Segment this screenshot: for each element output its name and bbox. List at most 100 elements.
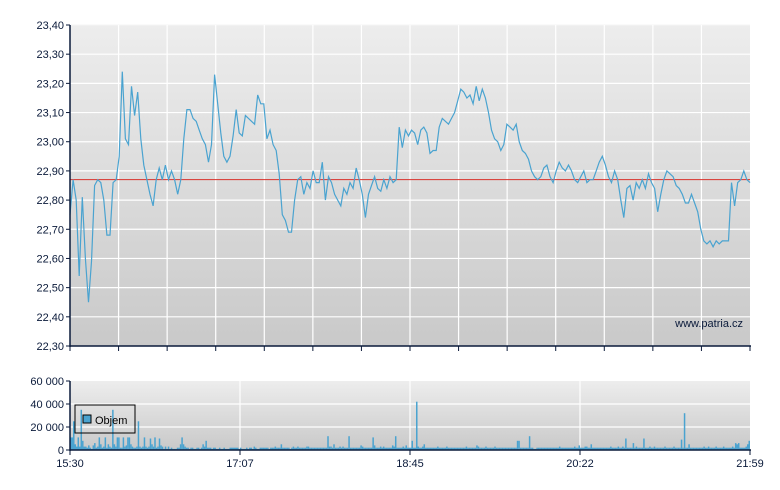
volume-bar xyxy=(229,447,231,450)
volume-bar xyxy=(459,447,462,450)
volume-bar xyxy=(452,447,454,450)
watermark: www.patria.cz xyxy=(674,318,743,330)
volume-bar xyxy=(318,447,320,450)
volume-bar xyxy=(546,447,549,450)
volume-bar xyxy=(240,447,242,450)
volume-bar xyxy=(622,446,624,450)
volume-bar xyxy=(704,447,707,450)
volume-bar xyxy=(563,447,565,450)
volume-bar xyxy=(504,447,507,450)
volume-bar xyxy=(456,447,459,450)
volume-bar xyxy=(124,446,126,450)
volume-bar xyxy=(643,438,645,450)
volume-bar xyxy=(536,447,538,450)
volume-bar xyxy=(521,447,523,450)
volume-bar xyxy=(631,447,633,450)
volume-bar xyxy=(142,446,144,450)
volume-bar xyxy=(230,447,233,450)
volume-bar xyxy=(593,447,596,450)
volume-bar xyxy=(101,447,104,450)
volume-bar xyxy=(160,445,162,450)
volume-bar xyxy=(576,447,579,450)
volume-bar xyxy=(282,447,284,450)
volume-bar xyxy=(503,447,505,450)
volume-bar xyxy=(295,447,298,450)
volume-bar xyxy=(446,446,448,450)
volume-bar xyxy=(510,447,513,450)
volume-bar xyxy=(607,447,609,450)
volume-bar xyxy=(312,447,314,450)
volume-bar xyxy=(149,438,152,450)
volume-bar xyxy=(440,447,442,450)
volume-bar xyxy=(455,447,457,450)
volume-bar xyxy=(449,447,451,450)
legend: Objem xyxy=(74,404,136,434)
price-gridlines xyxy=(70,24,750,346)
volume-bar xyxy=(416,401,418,450)
volume-bar xyxy=(414,447,417,450)
volume-bar xyxy=(364,447,367,450)
volume-bar xyxy=(635,446,638,450)
volume-bar xyxy=(611,447,614,450)
volume-bar xyxy=(133,447,135,450)
volume-bar xyxy=(587,447,590,450)
volume-bar xyxy=(712,447,714,450)
volume-bar xyxy=(552,447,555,450)
volume-bar xyxy=(679,447,681,450)
volume-bar xyxy=(680,439,683,450)
volume-bar xyxy=(686,447,689,450)
volume-bar xyxy=(572,447,574,450)
volume-bar xyxy=(480,447,483,450)
price-x-axis-ticks xyxy=(69,346,751,351)
volume-bar xyxy=(610,446,612,450)
volume-bar xyxy=(130,444,132,451)
volume-bar xyxy=(146,447,149,450)
volume-bar xyxy=(334,447,337,450)
volume-bar xyxy=(659,447,662,450)
volume-bar xyxy=(337,447,340,450)
volume-bar xyxy=(370,447,373,450)
volume-bar xyxy=(223,447,225,450)
y-tick-label: 23,10 xyxy=(36,108,64,120)
volume-bar xyxy=(549,447,552,450)
volume-bar xyxy=(479,447,481,450)
volume-bar xyxy=(104,437,107,450)
volume-bar xyxy=(286,447,289,450)
volume-bar xyxy=(279,447,281,450)
volume-bar xyxy=(164,446,167,450)
volume-bar xyxy=(158,438,161,450)
volume-bar xyxy=(522,447,525,450)
volume-bar xyxy=(346,447,349,450)
volume-bar xyxy=(343,447,346,450)
volume-bar xyxy=(485,446,487,450)
volume-bar xyxy=(200,447,203,450)
volume-bar xyxy=(620,447,623,450)
volume-bar xyxy=(385,447,388,450)
volume-bar xyxy=(512,447,514,450)
volume-bar xyxy=(381,447,383,450)
volume-bar xyxy=(725,447,728,450)
volume-bar xyxy=(646,447,648,450)
volume-bar xyxy=(580,447,582,450)
volume-bar xyxy=(682,447,684,450)
volume-bar xyxy=(516,440,519,450)
volume-bar xyxy=(450,447,453,450)
volume-bar xyxy=(513,447,516,450)
volume-bar xyxy=(698,447,701,450)
volume-bar xyxy=(470,447,472,450)
volume-bar xyxy=(665,447,668,450)
volume-bar xyxy=(507,447,510,450)
volume-bar xyxy=(706,447,708,450)
volume-bar xyxy=(357,447,359,450)
volume-bar xyxy=(683,413,686,450)
y-tick-label: 23,40 xyxy=(36,20,64,32)
x-tick-label: 18:45 xyxy=(396,458,424,470)
volume-bar xyxy=(468,447,471,450)
volume-bar xyxy=(382,446,385,450)
volume-bar xyxy=(491,447,493,450)
volume-bar xyxy=(598,447,600,450)
volume-bar xyxy=(647,447,650,450)
volume-bar xyxy=(360,445,362,450)
volume-bar xyxy=(578,445,580,450)
volume-bar xyxy=(724,447,726,450)
